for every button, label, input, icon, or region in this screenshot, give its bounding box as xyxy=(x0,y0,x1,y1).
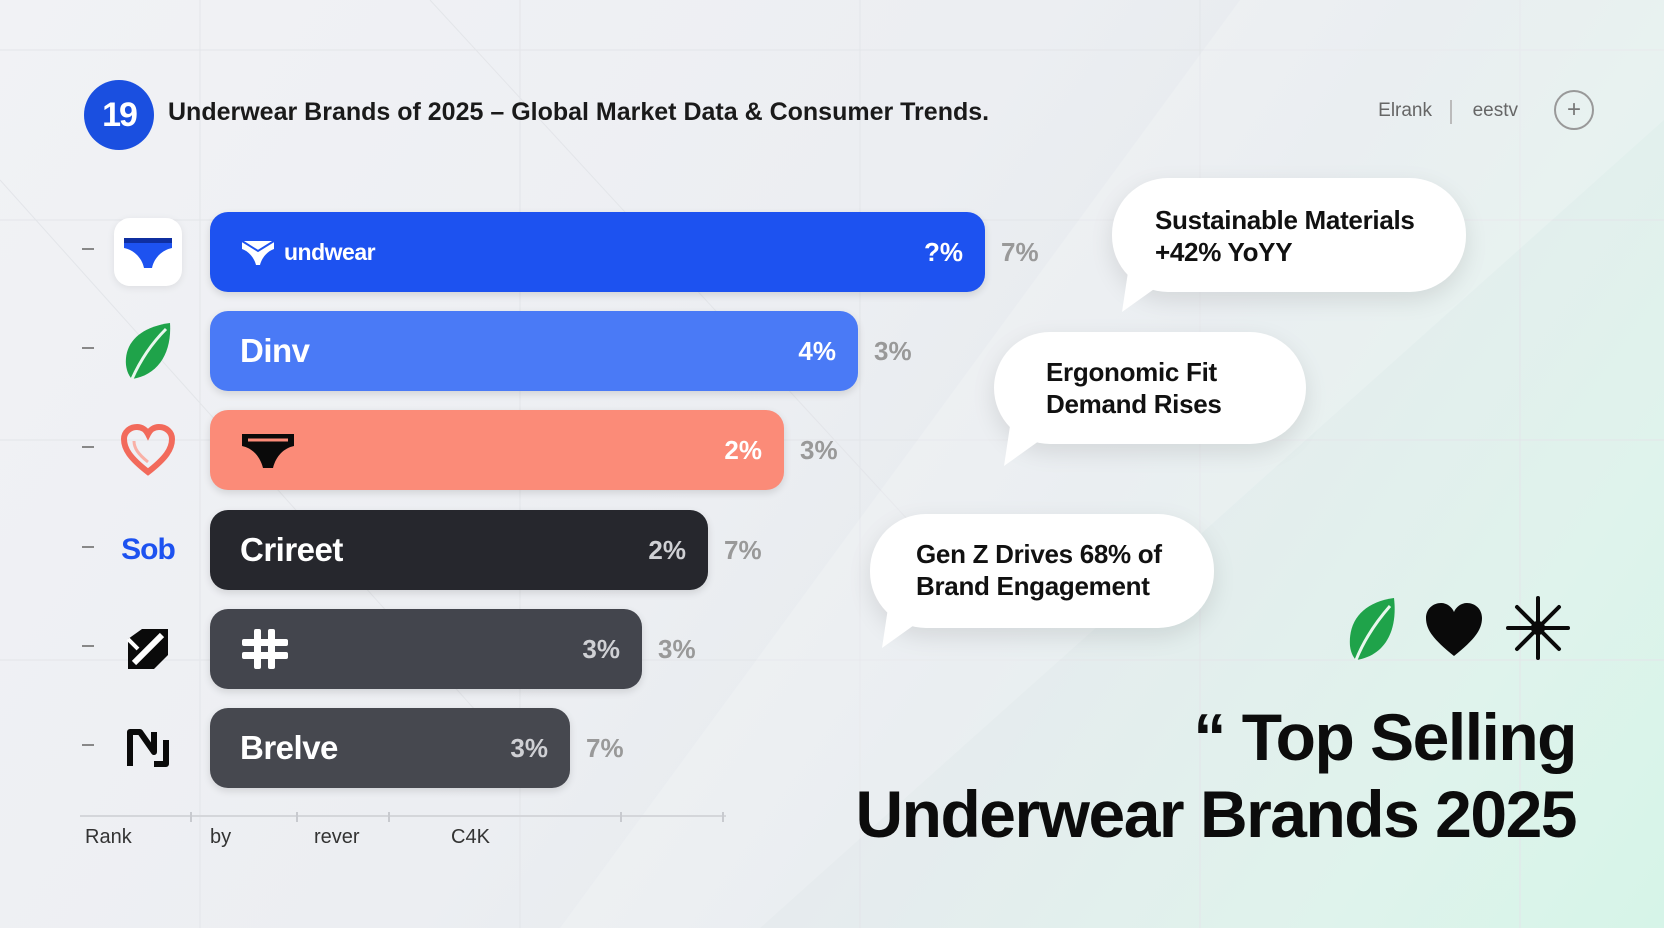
bar-label: undwear xyxy=(240,212,376,292)
bar[interactable]: undwear?% xyxy=(210,212,985,292)
callout-bubble-ergonomic: Ergonomic Fit Demand Rises xyxy=(994,332,1306,444)
callout-tail xyxy=(882,608,938,648)
underwear-icon xyxy=(114,218,182,286)
bar-outside-label: 3% xyxy=(658,634,696,664)
heart-icon xyxy=(1426,603,1482,656)
bar-outside-label: 7% xyxy=(1001,237,1039,267)
callout-line: +42% YoYY xyxy=(1155,237,1293,267)
bar-label-text: Brelve xyxy=(240,729,338,766)
leaf-icon xyxy=(114,317,182,385)
bar-row: Sob Crireet 2% 7% xyxy=(0,508,1100,590)
x-axis-tick xyxy=(190,812,192,822)
heart-icon xyxy=(114,416,182,484)
x-axis-tick xyxy=(722,812,724,822)
bar-value-label: 2% xyxy=(648,535,686,565)
nav-link-secondary[interactable]: eestv xyxy=(1472,100,1518,121)
bar-label: Dinv xyxy=(240,311,310,391)
bar-label-text: undwear xyxy=(284,239,376,265)
x-axis-tick xyxy=(388,812,390,822)
bar[interactable]: 3% xyxy=(210,609,642,689)
bar[interactable]: Dinv 4% xyxy=(210,311,858,391)
nav-divider xyxy=(1450,100,1452,124)
callout-line: Ergonomic Fit xyxy=(1046,357,1217,387)
sob-wordmark: Sob xyxy=(121,533,176,566)
bar-label: Brelve xyxy=(240,708,338,788)
row-marker xyxy=(82,645,94,647)
headline: “ Top Selling Underwear Brands 2025 xyxy=(855,700,1577,854)
x-axis-line xyxy=(80,815,726,817)
n-logo-icon xyxy=(114,714,182,782)
bar-outside-label: 7% xyxy=(586,733,624,763)
bar-row: undwear?% 7% xyxy=(0,210,1100,292)
row-marker xyxy=(82,347,94,349)
headline-line-2: Underwear Brands 2025 xyxy=(855,777,1577,851)
bar-value-label: 4% xyxy=(798,336,836,366)
row-marker xyxy=(82,446,94,448)
bar-value-label: 3% xyxy=(510,733,548,763)
bar-value-label: 3% xyxy=(582,634,620,664)
bar-label-text: Dinv xyxy=(240,332,310,369)
bar-label xyxy=(240,609,290,689)
bar-label: Crireet xyxy=(240,510,343,590)
x-axis-label: C4K xyxy=(451,826,490,848)
callout-line: Gen Z Drives 68% of xyxy=(916,539,1162,569)
slash-logo-icon xyxy=(114,615,182,683)
bar[interactable]: Crireet 2% xyxy=(210,510,708,590)
bar-row: Dinv 4% 3% xyxy=(0,309,1100,391)
bar[interactable]: Brelve 3% xyxy=(210,708,570,788)
x-axis-label: by xyxy=(210,826,232,848)
callout-line: Brand Engagement xyxy=(916,571,1150,601)
callout-tail xyxy=(1122,272,1178,312)
logo-badge: 19 xyxy=(84,80,154,150)
callout-tail xyxy=(1004,426,1060,466)
bar[interactable]: 2% xyxy=(210,410,784,490)
callout-line: Demand Rises xyxy=(1046,389,1222,419)
nav-link-rank[interactable]: Elrank xyxy=(1378,100,1432,121)
bar-row: 2% 3% xyxy=(0,408,1100,490)
x-axis-label: rever xyxy=(314,826,360,848)
headline-line-1: “ Top Selling xyxy=(1193,700,1577,774)
row-marker xyxy=(82,744,94,746)
add-button[interactable]: + xyxy=(1554,90,1594,130)
bar-label xyxy=(240,410,296,490)
row-marker xyxy=(82,248,94,250)
row-marker xyxy=(82,546,94,548)
leaf-icon xyxy=(1349,598,1395,661)
bar-outside-label: 3% xyxy=(874,336,912,366)
x-axis-tick xyxy=(620,812,622,822)
x-axis-tick xyxy=(296,812,298,822)
sparkle-icon xyxy=(1506,596,1570,660)
x-axis-label: Rank xyxy=(85,826,132,848)
bar-row: 3% 3% xyxy=(0,607,1100,689)
bar-value-label: 2% xyxy=(724,435,762,465)
bar-row: Brelve 3% 7% xyxy=(0,706,1100,788)
bar-outside-label: 7% xyxy=(724,535,762,565)
callout-line: Sustainable Materials xyxy=(1155,205,1415,235)
bar-value-label: ?% xyxy=(924,237,963,267)
bar-outside-label: 3% xyxy=(800,435,838,465)
bar-label-text: Crireet xyxy=(240,531,343,568)
page-title: Underwear Brands of 2025 – Global Market… xyxy=(168,98,990,126)
header: 19 Underwear Brands of 2025 – Global Mar… xyxy=(84,80,1594,150)
